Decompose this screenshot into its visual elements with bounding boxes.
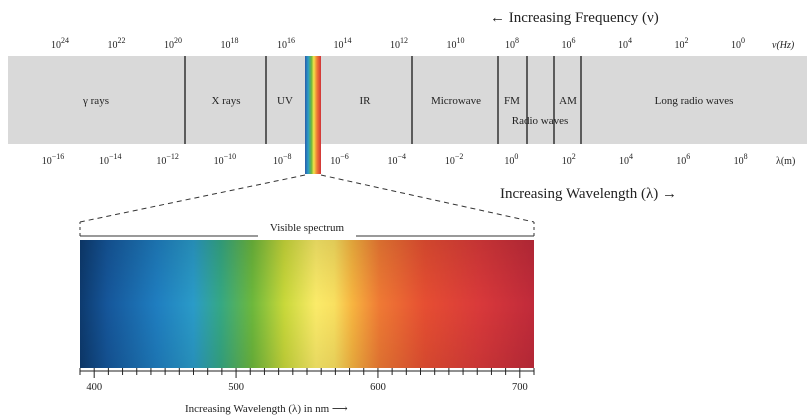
wavelength-tick-11: 106 (676, 152, 690, 167)
frequency-tick-8: 108 (505, 36, 519, 51)
region-label-am: AM (559, 95, 577, 107)
wavelength-tick-2: 10−12 (156, 152, 179, 167)
wavelength-unit: λ(m) (776, 156, 795, 167)
region-label-microwave: Microwave (431, 95, 481, 107)
wavelength-tick-12: 108 (734, 152, 748, 167)
wavelength-tick-6: 10−4 (388, 152, 407, 167)
wavelength-tick-8: 100 (504, 152, 518, 167)
visible-tick-600: 600 (370, 382, 386, 393)
frequency-tick-0: 1024 (51, 36, 69, 51)
frequency-heading: ← Increasing Frequency (ν) (490, 10, 659, 26)
wavelength-tick-5: 10−6 (330, 152, 349, 167)
wavelength-tick-labels: 10−16 10−14 10−12 10−10 10−8 10−6 10−4 10−2 100 1… (42, 152, 748, 167)
frequency-tick-5: 1014 (334, 36, 352, 51)
frequency-tick-10: 104 (618, 36, 632, 51)
visible-spectrum-title: Visible spectrum (270, 222, 345, 234)
frequency-tick-2: 1020 (164, 36, 182, 51)
visible-tick-labels: 400 500 600 700 (86, 382, 527, 393)
visible-tick-700: 700 (512, 382, 528, 393)
region-label-long-radio: Long radio waves (655, 95, 734, 107)
zoom-line-left (79, 174, 306, 223)
visible-strip (305, 56, 321, 174)
region-label-uv: UV (277, 95, 293, 107)
frequency-tick-7: 1010 (447, 36, 465, 51)
frequency-tick-4: 1016 (277, 36, 295, 51)
region-label-radio: Radio waves (512, 115, 569, 127)
visible-bracket (79, 222, 535, 237)
frequency-tick-labels: 1024 1022 1020 1018 1016 1014 1012 1010 108 106 10… (51, 36, 745, 51)
frequency-tick-3: 1018 (221, 36, 239, 51)
wavelength-tick-10: 104 (619, 152, 633, 167)
frequency-tick-11: 102 (675, 36, 689, 51)
frequency-tick-6: 1012 (390, 36, 408, 51)
visible-tick-500: 500 (228, 382, 244, 393)
wavelength-tick-3: 10−10 (214, 152, 237, 167)
visible-caption: Increasing Wavelength (λ) in nm ⟶ (185, 403, 348, 415)
wavelength-tick-4: 10−8 (273, 152, 292, 167)
visible-spectrum-shade (80, 240, 534, 368)
frequency-tick-12: 100 (731, 36, 745, 51)
region-dividers (184, 56, 582, 144)
frequency-tick-9: 106 (562, 36, 576, 51)
visible-ruler (79, 368, 535, 378)
frequency-unit: ν(Hz) (772, 40, 795, 51)
visible-tick-400: 400 (86, 382, 102, 393)
wavelength-tick-1: 10−14 (99, 152, 122, 167)
wavelength-tick-9: 102 (562, 152, 576, 167)
wavelength-heading: Increasing Wavelength (λ) → (500, 186, 677, 202)
spectrum-band (8, 56, 807, 144)
region-label-fm: FM (504, 95, 520, 107)
zoom-line-right (320, 174, 535, 223)
wavelength-tick-0: 10−16 (42, 152, 65, 167)
region-label-xray: X rays (211, 95, 240, 107)
region-label-gamma: γ rays (82, 95, 109, 107)
wavelength-tick-7: 10−2 (445, 152, 464, 167)
frequency-tick-1: 1022 (108, 36, 126, 51)
region-label-ir: IR (360, 95, 372, 107)
zoom-lines (79, 174, 535, 223)
